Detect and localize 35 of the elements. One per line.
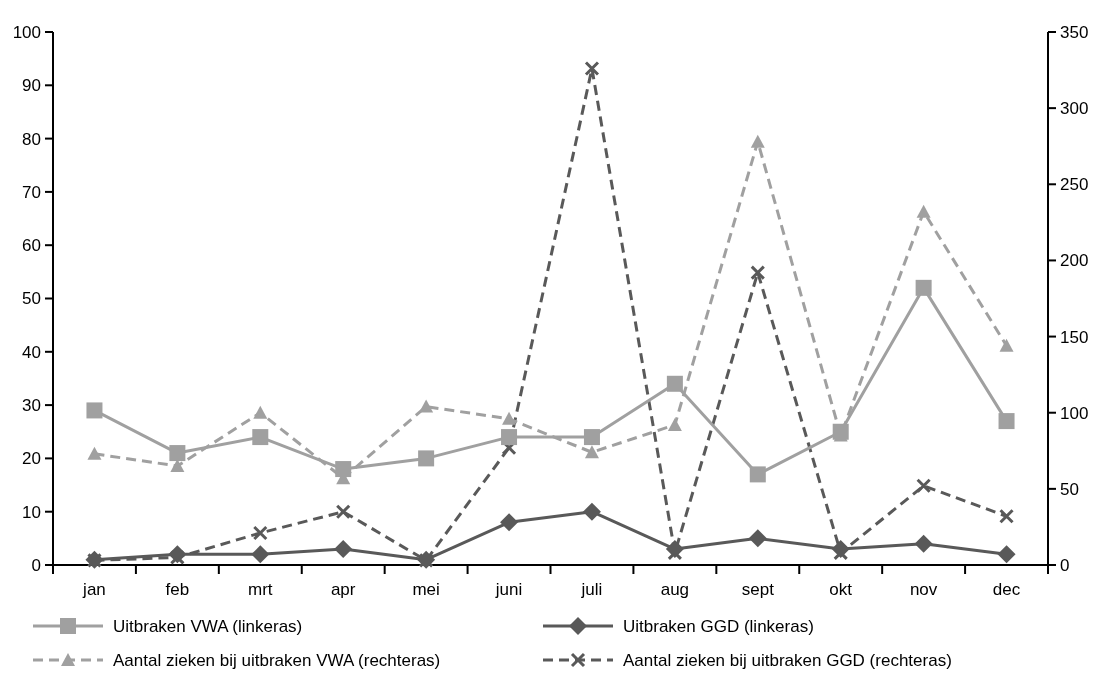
legend-label: Aantal zieken bij uitbraken GGD (rechteras) <box>623 650 952 670</box>
x-tick-label: apr <box>330 580 356 599</box>
y2-tick-label: 200 <box>1060 251 1089 271</box>
y-tick-label: 50 <box>22 289 41 309</box>
x-tick-label: jan <box>82 580 106 599</box>
x-tick-label: nov <box>909 580 938 599</box>
x-tick-label: mrt <box>248 580 273 599</box>
y2-tick-label: 300 <box>1060 99 1089 119</box>
y-tick-label: 90 <box>22 76 41 96</box>
x-tick-label: sept <box>741 580 775 599</box>
y-tick-label: 10 <box>22 502 41 522</box>
y-tick-label: 0 <box>31 555 41 575</box>
y2-tick-label: 50 <box>1060 479 1079 499</box>
y-tick-label: 30 <box>22 396 41 416</box>
y-tick-label: 60 <box>22 236 41 256</box>
x-tick-label: feb <box>165 580 190 599</box>
x-tick-label: mei <box>412 580 440 599</box>
y2-tick-label: 350 <box>1060 22 1089 42</box>
y2-tick-label: 250 <box>1060 175 1089 195</box>
x-tick-label: juni <box>494 580 523 599</box>
legend-label: Aantal zieken bij uitbraken VWA (rechteras) <box>113 650 441 670</box>
y-tick-label: 100 <box>12 22 41 42</box>
y-tick-label: 80 <box>22 129 41 149</box>
x-tick-label: okt <box>829 580 853 599</box>
y-tick-label: 40 <box>22 342 41 362</box>
legend-label: Uitbraken VWA (linkeras) <box>113 616 303 636</box>
x-tick-label: juli <box>580 580 603 599</box>
legend-label: Uitbraken GGD (linkeras) <box>623 616 814 636</box>
y2-tick-label: 150 <box>1060 327 1089 347</box>
x-tick-label: aug <box>660 580 690 599</box>
y2-tick-label: 100 <box>1060 403 1089 423</box>
y-tick-label: 20 <box>22 449 41 469</box>
x-tick-label: dec <box>992 580 1021 599</box>
y2-tick-label: 0 <box>1060 555 1070 575</box>
y-tick-label: 70 <box>22 182 41 202</box>
